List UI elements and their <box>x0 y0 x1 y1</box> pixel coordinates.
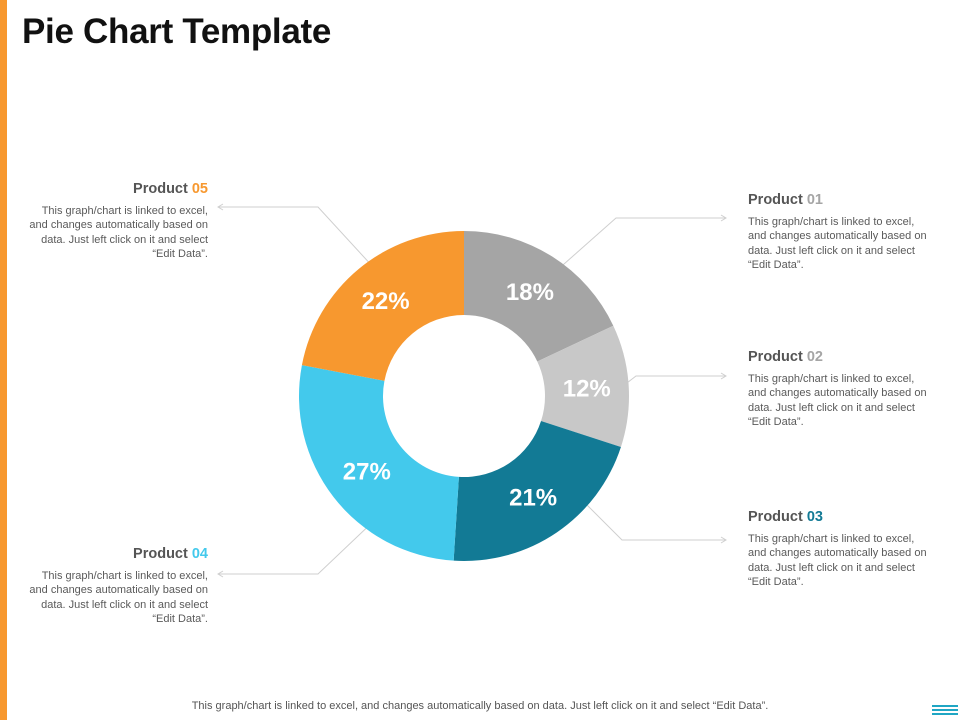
callout-title: Product 02 <box>748 348 932 366</box>
slice-labels: 18% 12% 21% 27% 22% <box>343 279 611 512</box>
callout-product-02: Product 02 This graph/chart is linked to… <box>748 348 932 429</box>
page-title: Pie Chart Template <box>22 12 332 51</box>
callout-number: 03 <box>806 509 823 525</box>
slice-product-03 <box>453 421 621 562</box>
slice-product-05 <box>301 231 464 381</box>
slice-label-product-04: 27% <box>343 458 391 485</box>
callout-prefix: Product <box>748 192 807 208</box>
slice-product-02 <box>537 325 629 447</box>
callout-prefix: Product <box>133 546 192 562</box>
callout-number: 01 <box>806 192 823 208</box>
footer-note: This graph/chart is linked to excel, and… <box>191 700 769 712</box>
slice-label-product-05: 22% <box>362 288 410 315</box>
leader-product-01 <box>554 214 727 273</box>
callout-description: This graph/chart is linked to excel, and… <box>748 533 927 588</box>
slice-product-01 <box>464 231 614 362</box>
slice-label-product-03: 21% <box>509 485 557 512</box>
callout-title: Product 04 <box>24 545 208 563</box>
callout-product-05: Product 05 This graph/chart is linked to… <box>24 180 208 261</box>
leader-product-04 <box>217 516 379 578</box>
callout-number: 04 <box>191 546 208 562</box>
callout-product-04: Product 04 This graph/chart is linked to… <box>24 545 208 626</box>
leader-product-05 <box>217 203 375 269</box>
callout-product-03: Product 03 This graph/chart is linked to… <box>748 508 932 589</box>
callout-title: Product 05 <box>24 180 208 198</box>
callout-number: 05 <box>191 181 208 197</box>
accent-bar <box>0 0 7 720</box>
callout-prefix: Product <box>748 349 807 365</box>
callout-description: This graph/chart is linked to excel, and… <box>29 570 208 625</box>
callout-prefix: Product <box>133 181 192 197</box>
callout-description: This graph/chart is linked to excel, and… <box>748 373 927 428</box>
callout-number: 02 <box>806 349 823 365</box>
callout-title: Product 03 <box>748 508 932 526</box>
slice-label-product-01: 18% <box>506 279 554 306</box>
donut-slices <box>299 231 629 562</box>
callout-product-01: Product 01 This graph/chart is linked to… <box>748 191 932 272</box>
callout-description: This graph/chart is linked to excel, and… <box>29 205 208 260</box>
callout-description: This graph/chart is linked to excel, and… <box>748 216 927 271</box>
brand-lines-icon <box>932 705 958 717</box>
callout-prefix: Product <box>748 509 807 525</box>
slice-label-product-02: 12% <box>563 375 611 402</box>
slice-product-04 <box>299 365 459 561</box>
callout-title: Product 01 <box>748 191 932 209</box>
